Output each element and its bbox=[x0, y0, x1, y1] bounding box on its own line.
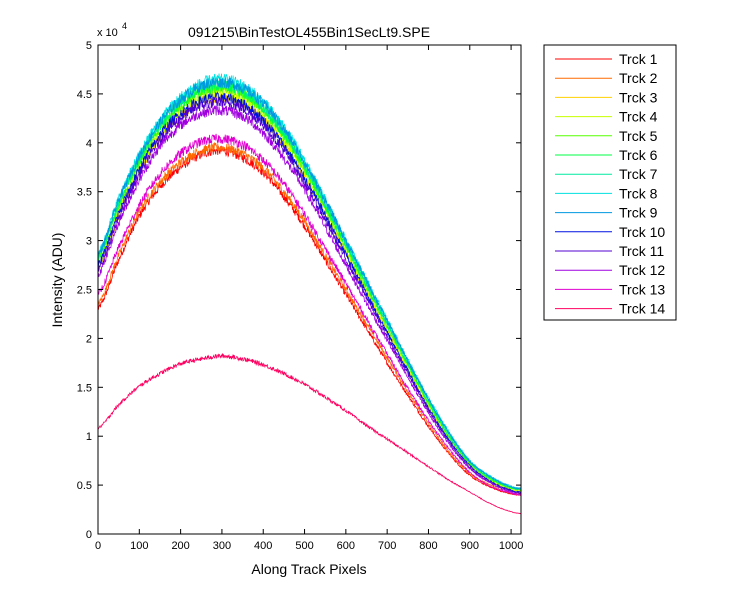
x-axis-ticks: 0 100 200 300 400 500 600 700 800 900 1000 bbox=[95, 45, 523, 552]
series-layer bbox=[97, 73, 522, 515]
y-axis-multiplier: x 10 bbox=[97, 27, 118, 39]
x-tick-label: 100 bbox=[130, 540, 148, 552]
legend-label: Trck 4 bbox=[619, 109, 658, 125]
x-tick-label: 300 bbox=[213, 540, 231, 552]
y-axis-multiplier-exponent: 4 bbox=[122, 21, 127, 31]
y-tick-label: 4.5 bbox=[77, 89, 92, 101]
x-tick-label: 1000 bbox=[499, 540, 523, 552]
legend-label: Trck 9 bbox=[619, 205, 658, 221]
legend-label: Trck 5 bbox=[619, 128, 658, 144]
chart-title: 091215\BinTestOL455Bin1SecLt9.SPE bbox=[188, 24, 430, 40]
legend-label: Trck 2 bbox=[619, 70, 658, 86]
y-tick-label: 5 bbox=[86, 40, 92, 52]
x-tick-label: 0 bbox=[95, 540, 101, 552]
series-line-trck-4 bbox=[97, 86, 522, 492]
y-axis-ticks: 0 0.5 1 1.5 2 2.5 3 3.5 4 4.5 5 bbox=[77, 40, 521, 541]
series-line-trck-9 bbox=[97, 77, 522, 490]
x-tick-label: 500 bbox=[295, 540, 313, 552]
series-line-trck-5 bbox=[97, 83, 522, 491]
x-tick-label: 800 bbox=[419, 540, 437, 552]
series-line-trck-3 bbox=[97, 91, 522, 494]
x-tick-label: 400 bbox=[254, 540, 272, 552]
legend-label: Trck 13 bbox=[619, 281, 665, 297]
x-tick-label: 200 bbox=[171, 540, 189, 552]
y-tick-label: 2.5 bbox=[77, 285, 92, 297]
plot-area-frame bbox=[97, 44, 522, 535]
y-tick-label: 0.5 bbox=[77, 480, 92, 492]
legend-label: Trck 1 bbox=[619, 51, 658, 67]
legend-label: Trck 7 bbox=[619, 166, 658, 182]
x-axis-label: Along Track Pixels bbox=[251, 561, 366, 577]
series-line-trck-13 bbox=[97, 133, 522, 496]
legend: Trck 1 Trck 2 Trck 3 Trck 4 Trck 5 Trck 6 Trck… bbox=[543, 44, 677, 321]
legend-label: Trck 8 bbox=[619, 185, 658, 201]
series-line-trck-10 bbox=[97, 91, 522, 493]
series-line-trck-14 bbox=[97, 353, 522, 515]
y-tick-label: 3 bbox=[86, 236, 92, 248]
y-tick-label: 1.5 bbox=[77, 382, 92, 394]
legend-label: Trck 14 bbox=[619, 301, 665, 317]
legend-label: Trck 10 bbox=[619, 224, 665, 240]
series-line-trck-2 bbox=[97, 142, 522, 496]
y-tick-label: 2 bbox=[86, 333, 92, 345]
x-tick-label: 700 bbox=[378, 540, 396, 552]
series-line-trck-12 bbox=[97, 105, 522, 496]
legend-label: Trck 12 bbox=[619, 262, 665, 278]
legend-label: Trck 11 bbox=[619, 243, 664, 259]
x-tick-label: 900 bbox=[461, 540, 479, 552]
series-line-trck-6 bbox=[97, 80, 522, 491]
legend-label: Trck 6 bbox=[619, 147, 658, 163]
y-tick-label: 3.5 bbox=[77, 187, 92, 199]
y-tick-label: 4 bbox=[86, 138, 92, 150]
y-tick-label: 1 bbox=[86, 431, 92, 443]
legend-box bbox=[543, 44, 677, 321]
y-axis-label: Intensity (ADU) bbox=[49, 233, 65, 328]
series-line-trck-11 bbox=[97, 96, 522, 494]
y-tick-label: 0 bbox=[86, 529, 92, 541]
x-tick-label: 600 bbox=[337, 540, 355, 552]
legend-label: Trck 3 bbox=[619, 89, 658, 105]
